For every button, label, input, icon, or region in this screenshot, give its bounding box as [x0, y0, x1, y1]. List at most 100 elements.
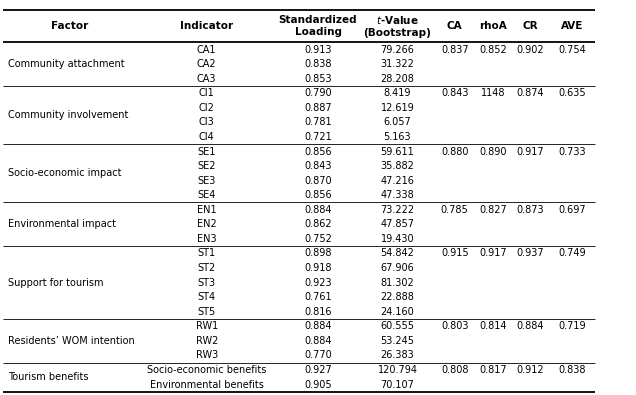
Text: RW3: RW3 [196, 350, 218, 360]
Text: 0.852: 0.852 [479, 45, 507, 55]
Text: SE3: SE3 [198, 176, 216, 186]
Text: CA3: CA3 [197, 74, 216, 84]
Text: 0.781: 0.781 [304, 117, 332, 127]
Text: 5.163: 5.163 [384, 132, 411, 142]
Text: Community involvement: Community involvement [8, 110, 128, 120]
Text: CI2: CI2 [199, 103, 214, 113]
Text: EN3: EN3 [197, 234, 216, 244]
Text: 24.160: 24.160 [380, 307, 415, 317]
Text: 0.873: 0.873 [516, 205, 544, 215]
Text: $t$-Value
(Bootstrap): $t$-Value (Bootstrap) [364, 14, 431, 38]
Text: 60.555: 60.555 [380, 321, 415, 331]
Text: 0.884: 0.884 [304, 336, 332, 346]
Text: 0.880: 0.880 [441, 147, 469, 156]
Text: Standardized
Loading: Standardized Loading [279, 15, 357, 37]
Text: 0.884: 0.884 [304, 205, 332, 215]
Text: 79.266: 79.266 [380, 45, 415, 55]
Text: 22.888: 22.888 [380, 292, 415, 302]
Text: ST4: ST4 [198, 292, 216, 302]
Text: Environmental benefits: Environmental benefits [149, 380, 264, 389]
Text: 0.917: 0.917 [479, 248, 507, 258]
Text: EN2: EN2 [197, 219, 217, 229]
Text: 0.803: 0.803 [441, 321, 469, 331]
Text: EN1: EN1 [197, 205, 216, 215]
Text: 0.884: 0.884 [304, 321, 332, 331]
Text: 0.749: 0.749 [558, 248, 586, 258]
Text: 0.853: 0.853 [304, 74, 332, 84]
Text: 0.917: 0.917 [516, 147, 544, 156]
Text: 0.915: 0.915 [441, 248, 469, 258]
Text: 0.905: 0.905 [304, 380, 332, 389]
Text: 0.890: 0.890 [479, 147, 507, 156]
Text: 0.790: 0.790 [304, 88, 332, 98]
Text: 0.733: 0.733 [558, 147, 586, 156]
Text: 0.837: 0.837 [441, 45, 469, 55]
Text: Tourism benefits: Tourism benefits [8, 372, 89, 382]
Text: 0.785: 0.785 [441, 205, 469, 215]
Text: 28.208: 28.208 [380, 74, 415, 84]
Text: 26.383: 26.383 [380, 350, 415, 360]
Text: 0.884: 0.884 [516, 321, 544, 331]
Text: ST1: ST1 [198, 248, 216, 258]
Text: Community attachment: Community attachment [8, 59, 125, 69]
Text: CI3: CI3 [199, 117, 214, 127]
Text: 0.862: 0.862 [304, 219, 332, 229]
Text: 0.870: 0.870 [304, 176, 332, 186]
Text: 0.898: 0.898 [304, 248, 332, 258]
Text: 0.937: 0.937 [516, 248, 544, 258]
Text: 0.814: 0.814 [479, 321, 507, 331]
Text: ST3: ST3 [198, 278, 216, 288]
Text: 0.843: 0.843 [441, 88, 469, 98]
Text: 0.927: 0.927 [304, 365, 332, 375]
Text: 0.752: 0.752 [304, 234, 332, 244]
Text: CA: CA [447, 21, 462, 31]
Text: 0.635: 0.635 [558, 88, 586, 98]
Text: 53.245: 53.245 [380, 336, 415, 346]
Text: RW2: RW2 [195, 336, 218, 346]
Text: 0.827: 0.827 [479, 205, 507, 215]
Text: 0.719: 0.719 [558, 321, 586, 331]
Text: Socio-economic impact: Socio-economic impact [8, 168, 121, 179]
Text: 0.816: 0.816 [304, 307, 332, 317]
Text: CI1: CI1 [199, 88, 214, 98]
Text: 59.611: 59.611 [380, 147, 415, 156]
Text: Socio-economic benefits: Socio-economic benefits [147, 365, 266, 375]
Text: 35.882: 35.882 [380, 161, 415, 171]
Text: 0.838: 0.838 [304, 59, 332, 69]
Text: 0.721: 0.721 [304, 132, 332, 142]
Text: AVE: AVE [560, 21, 583, 31]
Text: 0.918: 0.918 [304, 263, 332, 273]
Text: 8.419: 8.419 [384, 88, 411, 98]
Text: 0.843: 0.843 [304, 161, 332, 171]
Text: Indicator: Indicator [180, 21, 233, 31]
Text: CI4: CI4 [199, 132, 214, 142]
Text: RW1: RW1 [196, 321, 218, 331]
Text: 19.430: 19.430 [381, 234, 414, 244]
Text: 0.817: 0.817 [479, 365, 507, 375]
Text: Factor: Factor [52, 21, 88, 31]
Text: CR: CR [523, 21, 538, 31]
Text: 31.322: 31.322 [380, 59, 415, 69]
Text: 0.902: 0.902 [516, 45, 544, 55]
Text: 0.874: 0.874 [516, 88, 544, 98]
Text: SE2: SE2 [197, 161, 216, 171]
Text: ST5: ST5 [198, 307, 216, 317]
Text: 0.838: 0.838 [558, 365, 586, 375]
Text: 67.906: 67.906 [380, 263, 415, 273]
Text: 0.761: 0.761 [304, 292, 332, 302]
Text: rhoA: rhoA [479, 21, 507, 31]
Text: Residents’ WOM intention: Residents’ WOM intention [8, 336, 135, 346]
Text: 0.923: 0.923 [304, 278, 332, 288]
Text: 0.754: 0.754 [558, 45, 586, 55]
Text: 0.856: 0.856 [304, 190, 332, 200]
Text: 47.857: 47.857 [380, 219, 415, 229]
Text: 0.912: 0.912 [516, 365, 544, 375]
Text: 47.338: 47.338 [380, 190, 415, 200]
Text: CA2: CA2 [197, 59, 216, 69]
Text: 6.057: 6.057 [384, 117, 411, 127]
Text: 73.222: 73.222 [380, 205, 415, 215]
Text: SE1: SE1 [198, 147, 216, 156]
Text: 0.913: 0.913 [304, 45, 332, 55]
Text: 54.842: 54.842 [380, 248, 415, 258]
Text: ST2: ST2 [198, 263, 216, 273]
